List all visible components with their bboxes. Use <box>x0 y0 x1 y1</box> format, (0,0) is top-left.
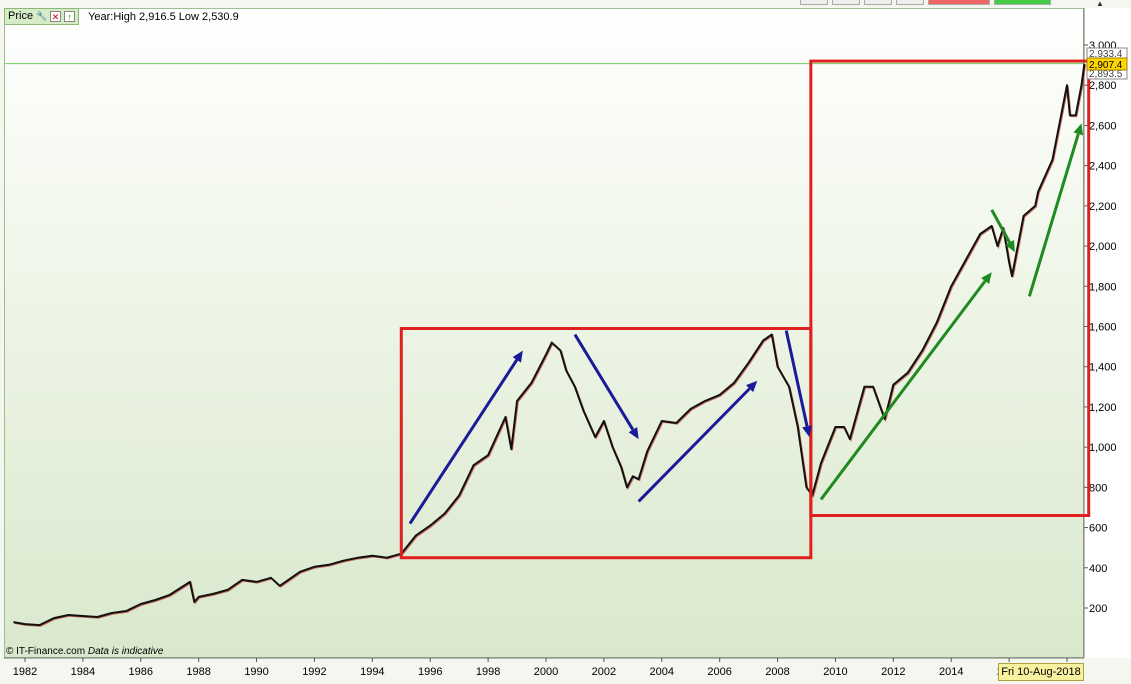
y-tick-label: 1,600 <box>1089 322 1117 334</box>
trend-arrow-blue-shaft <box>637 387 751 503</box>
x-tick-label: 2006 <box>707 666 731 678</box>
y-tick-label: 800 <box>1089 482 1107 494</box>
x-tick-label: 1992 <box>302 666 326 678</box>
trend-arrow-blue-head <box>746 380 758 393</box>
last-price-text: 2,907.4 <box>1089 60 1123 71</box>
trend-arrow-green-shaft <box>819 280 987 501</box>
chart-toolbar: Price 🔧 ✕ ↑ Year:High 2,916.5 Low 2,530.… <box>4 8 239 25</box>
y-tick-label: 1,000 <box>1089 442 1117 454</box>
current-date-label: Fri 10-Aug-2018 <box>998 663 1084 681</box>
top-button[interactable] <box>864 0 892 5</box>
top-button[interactable] <box>928 0 990 5</box>
plot-area[interactable] <box>4 8 1084 658</box>
window-top-buttons <box>800 0 1051 5</box>
trend-arrow-blue-shaft <box>408 359 519 525</box>
x-tick-label: 1984 <box>71 666 95 678</box>
y-axis: 200 400 600 800 1,000 1,200 1,400 1,600 1,800 2,0… <box>1083 8 1117 658</box>
annotation-arrows <box>408 123 1084 525</box>
trend-arrow-green-head <box>1005 240 1015 253</box>
y-tick-label: 200 <box>1089 603 1107 615</box>
y-tick-label: 2,000 <box>1089 241 1117 253</box>
x-axis: 1982 1984 1986 1988 1990 1992 1994 1996 1998 2000… <box>4 657 1084 678</box>
trend-arrow-blue <box>408 350 523 525</box>
price-series <box>13 63 1086 627</box>
x-tick-label: 2004 <box>650 666 674 678</box>
copyright-notice: © IT-Finance.com Data is indicative <box>6 646 163 657</box>
trend-arrow-blue-head <box>512 350 523 363</box>
upper-price-text: 2,933.4 <box>1089 49 1123 60</box>
trend-arrow-blue-shaft <box>573 333 635 431</box>
price-axis[interactable] <box>1084 8 1131 658</box>
wrench-icon[interactable]: 🔧 <box>36 11 48 21</box>
price-label: Price <box>8 10 34 22</box>
y-tick-label: 1,800 <box>1089 281 1117 293</box>
x-tick-label: 1994 <box>360 666 384 678</box>
x-tick-label: 2012 <box>881 666 905 678</box>
y-tick-label: 2,600 <box>1089 120 1117 132</box>
copyright-text: © IT-Finance.com <box>6 646 86 657</box>
x-tick-label: 1988 <box>186 666 210 678</box>
x-tick-label: 2014 <box>939 666 963 678</box>
trend-arrow-blue <box>637 380 758 503</box>
disclaimer-text: Data is indicative <box>87 646 164 657</box>
top-button[interactable] <box>800 0 828 5</box>
trend-arrow-blue-head <box>628 427 639 440</box>
x-tick-label: 1982 <box>13 666 37 678</box>
trend-arrow-green <box>1027 123 1084 297</box>
highlight-box <box>809 59 1091 518</box>
trend-arrow-green-head <box>981 272 992 285</box>
close-icon[interactable]: ✕ <box>50 11 62 22</box>
trend-arrow-blue <box>573 333 639 440</box>
x-tick-label: 2008 <box>765 666 789 678</box>
add-icon[interactable]: ↑ <box>64 11 76 22</box>
trend-arrow-blue-shaft <box>784 330 809 427</box>
y-tick-label: 2,400 <box>1089 161 1117 173</box>
x-tick-label: 2002 <box>592 666 616 678</box>
trend-arrow-blue-head <box>802 425 812 438</box>
top-button[interactable] <box>832 0 860 5</box>
trend-arrow-green-shaft <box>1027 133 1080 297</box>
x-tick-label: 1996 <box>418 666 442 678</box>
scroll-up-icon[interactable]: ▲ <box>1096 0 1104 8</box>
top-button[interactable] <box>896 0 924 5</box>
trend-arrow-blue <box>784 330 812 438</box>
trend-arrow-green-head <box>1073 123 1084 136</box>
x-tick-label: 1990 <box>244 666 268 678</box>
annotation-boxes <box>399 59 1091 560</box>
y-tick-label: 600 <box>1089 523 1107 535</box>
trend-arrow-green <box>990 209 1015 253</box>
last-price-tag <box>1086 57 1128 71</box>
y-tick-label: 2,800 <box>1089 80 1117 92</box>
top-button[interactable] <box>994 0 1051 5</box>
x-tick-label: 1998 <box>476 666 500 678</box>
x-tick-label: 1986 <box>129 666 153 678</box>
trend-arrow-green-shaft <box>990 209 1011 244</box>
x-tick-label: 2000 <box>534 666 558 678</box>
y-tick-label: 2,200 <box>1089 201 1117 213</box>
price-button[interactable]: Price 🔧 ✕ ↑ <box>4 8 80 25</box>
y-tick-label: 1,200 <box>1089 402 1117 414</box>
year-high-low: Year:High 2,916.5 Low 2,530.9 <box>88 10 239 23</box>
lower-price-text: 2,893.5 <box>1089 69 1123 80</box>
trend-arrow-green <box>819 272 992 501</box>
y-tick-label: 1,400 <box>1089 362 1117 374</box>
y-tick-label: 400 <box>1089 563 1107 575</box>
price-tags: 2,933.4 2,893.5 2,907.4 <box>1086 47 1128 80</box>
x-tick-label: 2010 <box>823 666 847 678</box>
